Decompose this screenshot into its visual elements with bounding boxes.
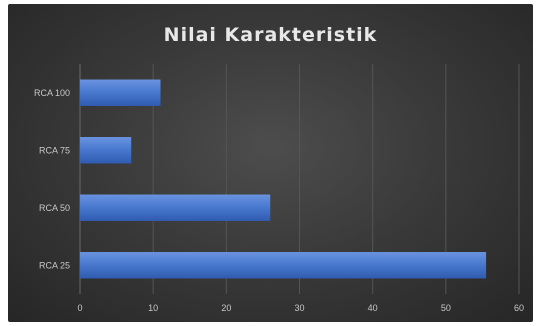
x-tick-label: 40 [368,303,378,313]
x-tick-label: 0 [77,303,82,313]
category-labels: RCA 25 RCA 50 RCA 75 RCA 100 [34,88,70,271]
bar-rca-75 [80,137,132,164]
x-tick-label: 10 [148,303,158,313]
category-label: RCA 25 [39,260,70,270]
category-label: RCA 100 [34,88,70,98]
category-label: RCA 75 [39,145,70,155]
chart-area: Nilai Karakteristik RCA 25 RCA 50 RCA 75 RC… [8,4,533,322]
bar-rca-25 [80,252,487,279]
bar-chart: RCA 25 RCA 50 RCA 75 RCA 100 0 10 20 30 40 50 60 [34,64,524,313]
x-tick-labels: 0 10 20 30 40 50 60 [77,303,524,313]
category-label: RCA 50 [39,203,70,213]
x-tick-label: 30 [294,303,304,313]
bar-rca-100 [80,79,161,106]
chart-title: Nilai Karakteristik [163,24,378,46]
bar-rca-50 [80,194,271,221]
bars [80,79,487,279]
x-tick-label: 50 [441,303,451,313]
x-tick-label: 20 [221,303,231,313]
x-tick-label: 60 [514,303,524,313]
